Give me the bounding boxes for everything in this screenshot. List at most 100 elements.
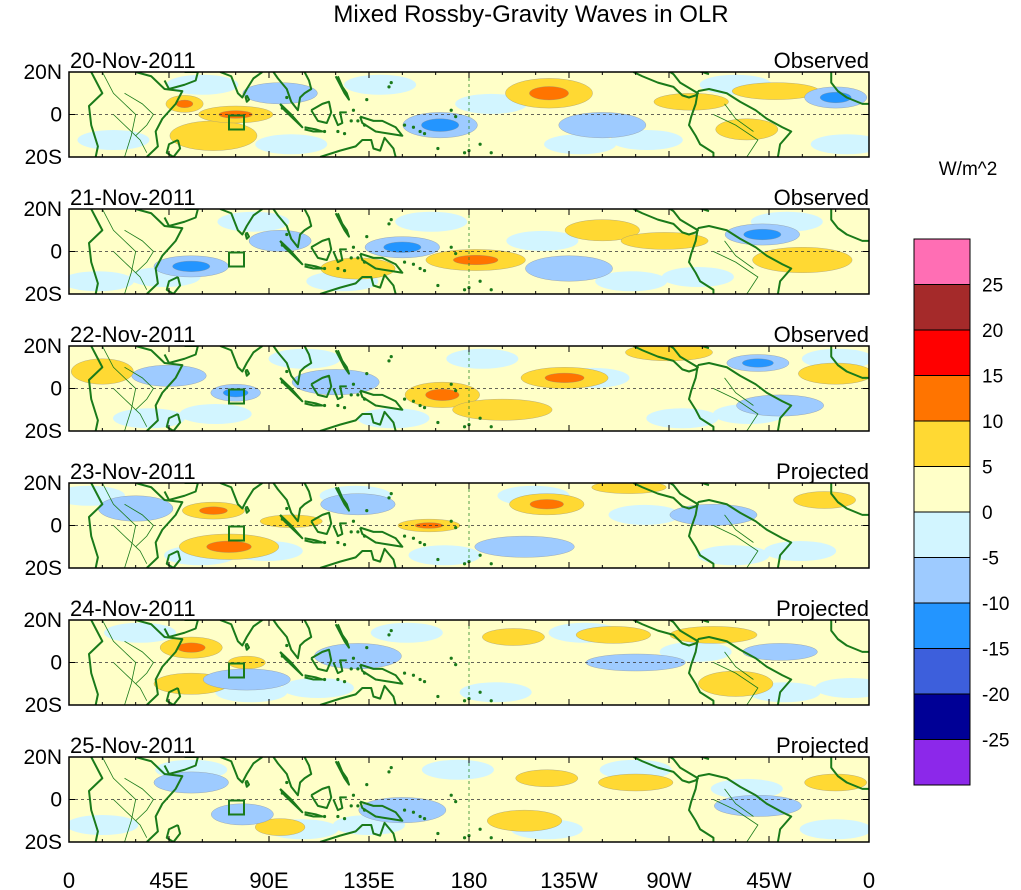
coastline — [279, 788, 304, 814]
anomaly-contour — [529, 499, 564, 510]
coastline — [697, 483, 710, 487]
island-dot — [422, 406, 427, 410]
island-dot — [449, 793, 453, 797]
coastline — [359, 663, 404, 685]
island-dot — [349, 256, 353, 260]
y-tick-label: 20S — [25, 831, 62, 854]
weak-anomaly — [599, 759, 672, 780]
colorbar-swatch — [913, 557, 971, 604]
country-border — [724, 788, 754, 817]
anomaly-contour — [421, 118, 459, 132]
coastline — [830, 346, 869, 379]
country-border — [713, 799, 759, 842]
x-tick-label: 45W — [746, 868, 791, 890]
y-tick-label: 20N — [23, 746, 62, 769]
weak-anomaly — [459, 682, 532, 703]
country-border — [713, 388, 759, 431]
coastline — [88, 209, 104, 294]
coastline — [272, 757, 313, 797]
y-tick-label: 0 — [50, 652, 62, 675]
olr-field — [77, 74, 869, 155]
island-dot — [462, 151, 467, 155]
island-dot — [280, 654, 284, 658]
country-border — [724, 377, 754, 406]
x-tick-label: 90E — [249, 868, 288, 890]
colorbar-swatch — [913, 602, 971, 649]
island-dot — [489, 425, 493, 429]
coastline — [830, 209, 869, 242]
island-dot — [362, 534, 367, 538]
panel-status: Observed — [774, 185, 869, 210]
coastline — [88, 483, 104, 568]
coastline — [633, 757, 699, 784]
island-dot — [349, 667, 353, 671]
island-dot — [454, 115, 458, 119]
y-tick-label: 20N — [23, 472, 62, 495]
panel-3: 20N 0 20S 22-Nov-2011 Observed — [23, 322, 870, 443]
coastline — [688, 364, 715, 431]
coastline — [165, 550, 182, 568]
colorbar-label: 15 — [982, 367, 1003, 388]
weak-anomaly — [69, 271, 134, 292]
island-dot — [411, 810, 416, 814]
coastline — [697, 346, 710, 350]
island-dot — [336, 403, 340, 408]
anomaly-contour — [320, 493, 396, 516]
coastline — [319, 136, 397, 157]
coastline — [163, 72, 199, 90]
coastline — [88, 757, 104, 842]
weak-anomaly — [697, 545, 770, 566]
anomaly-contour — [620, 232, 709, 250]
weak-anomaly — [608, 504, 681, 525]
coastline — [88, 620, 104, 705]
coastline — [304, 263, 324, 270]
weak-anomaly — [104, 622, 177, 643]
coastline — [279, 651, 304, 677]
weak-anomaly — [799, 819, 869, 840]
island-dot — [351, 656, 356, 660]
anomaly-contour — [742, 358, 774, 368]
y-tick-label: 0 — [50, 241, 62, 264]
island-dot — [280, 106, 284, 110]
coastline — [304, 537, 324, 544]
weak-anomaly — [801, 348, 869, 369]
island-dot — [351, 108, 356, 112]
island-dot — [336, 266, 340, 271]
island-dot — [422, 132, 427, 136]
country-border — [124, 366, 154, 411]
coastlines — [88, 346, 869, 431]
island-dot — [467, 560, 471, 564]
coastline — [688, 227, 715, 294]
coastline — [334, 212, 350, 238]
weak-anomaly — [69, 815, 139, 835]
island-dot — [389, 629, 393, 633]
island-dot — [478, 827, 482, 831]
island-dot — [489, 699, 493, 703]
island-dot — [389, 492, 393, 496]
anomaly-contour — [575, 626, 651, 644]
coastline — [272, 72, 313, 112]
island-dot — [436, 557, 440, 562]
island-dot — [449, 656, 453, 660]
coastline — [359, 526, 404, 548]
x-tick-label: 45E — [149, 868, 188, 890]
weak-anomaly — [268, 348, 341, 369]
coastline — [697, 88, 793, 157]
weak-anomaly — [506, 230, 579, 251]
anomaly-contour — [474, 535, 575, 558]
colorbar-label: -25 — [982, 731, 1009, 752]
island-dot — [351, 793, 356, 797]
coastline — [334, 623, 350, 649]
coastline — [272, 209, 313, 249]
anomaly-contour — [669, 626, 758, 644]
island-dot — [362, 397, 367, 401]
country-border — [101, 72, 137, 157]
island-dot — [402, 808, 407, 812]
anomaly-contour — [558, 112, 647, 139]
anomaly-contour — [715, 118, 779, 141]
coastline — [135, 483, 184, 568]
coastline — [830, 72, 869, 105]
coastline — [359, 115, 404, 137]
colorbar: W/m^2 25 20 15 10 5 0 -5 -10 -15 -20 -25 — [913, 159, 1009, 786]
coastline — [310, 100, 333, 124]
